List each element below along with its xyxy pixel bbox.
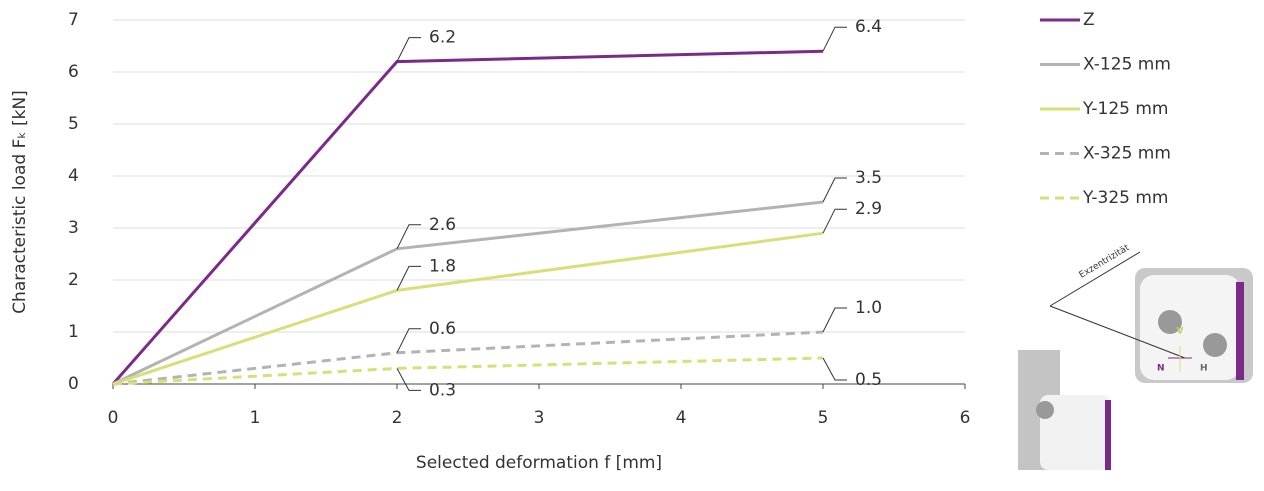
y-tick-label: 4 xyxy=(68,166,79,186)
data-label: 0.6 xyxy=(429,319,456,339)
series-line xyxy=(112,200,824,386)
data-label: 0.3 xyxy=(429,380,456,400)
y-tick-label: 7 xyxy=(68,10,79,30)
x-axis-label: Selected deformation f [mm] xyxy=(416,453,662,473)
label-leader xyxy=(396,224,421,250)
label-leader xyxy=(822,307,847,333)
product-image xyxy=(1018,251,1253,470)
y-tick-label: 1 xyxy=(68,322,79,342)
x-tick-label: 3 xyxy=(534,408,545,428)
label-leader xyxy=(396,328,421,354)
x-tick-label: 6 xyxy=(960,408,971,428)
legend-label: Y-325 mm xyxy=(1082,188,1168,208)
x-tick-label: 2 xyxy=(392,408,403,428)
x-tick-label: 4 xyxy=(676,408,687,428)
data-label: 2.6 xyxy=(429,215,456,235)
data-label: 1.8 xyxy=(429,256,456,276)
y-tick-label: 6 xyxy=(68,62,79,82)
data-label: 2.9 xyxy=(855,199,882,219)
annotation: H xyxy=(1200,364,1208,374)
data-label: 0.5 xyxy=(855,370,882,390)
y-axis-label: Characteristic load Fₖ [kN] xyxy=(10,90,30,314)
data-label: 6.2 xyxy=(429,28,456,48)
data-label: 1.0 xyxy=(855,298,882,318)
label-leader xyxy=(822,208,847,234)
data-label: 3.5 xyxy=(855,168,882,188)
legend-label: Z xyxy=(1083,10,1095,30)
x-tick-label: 1 xyxy=(250,408,261,428)
y-tick-label: 5 xyxy=(68,114,79,134)
series-line xyxy=(112,356,824,386)
annotation: N xyxy=(1157,364,1165,374)
data-label: 6.4 xyxy=(855,17,882,37)
label-leader xyxy=(396,37,421,62)
legend-label: X-325 mm xyxy=(1083,144,1171,164)
x-tick-label: 0 xyxy=(108,408,119,428)
legend-label: X-125 mm xyxy=(1083,55,1171,75)
y-tick-label: 3 xyxy=(68,218,79,238)
series-line xyxy=(112,330,824,386)
x-tick-label: 5 xyxy=(818,408,829,428)
label-leader xyxy=(396,265,421,291)
y-tick-label: 0 xyxy=(68,374,79,394)
annotation: V xyxy=(1177,327,1184,337)
label-leader xyxy=(822,177,847,203)
label-leader xyxy=(822,357,847,381)
label-leader xyxy=(396,368,421,391)
y-tick-label: 2 xyxy=(68,270,79,290)
label-leader xyxy=(822,26,847,52)
legend-label: Y-125 mm xyxy=(1082,99,1168,119)
